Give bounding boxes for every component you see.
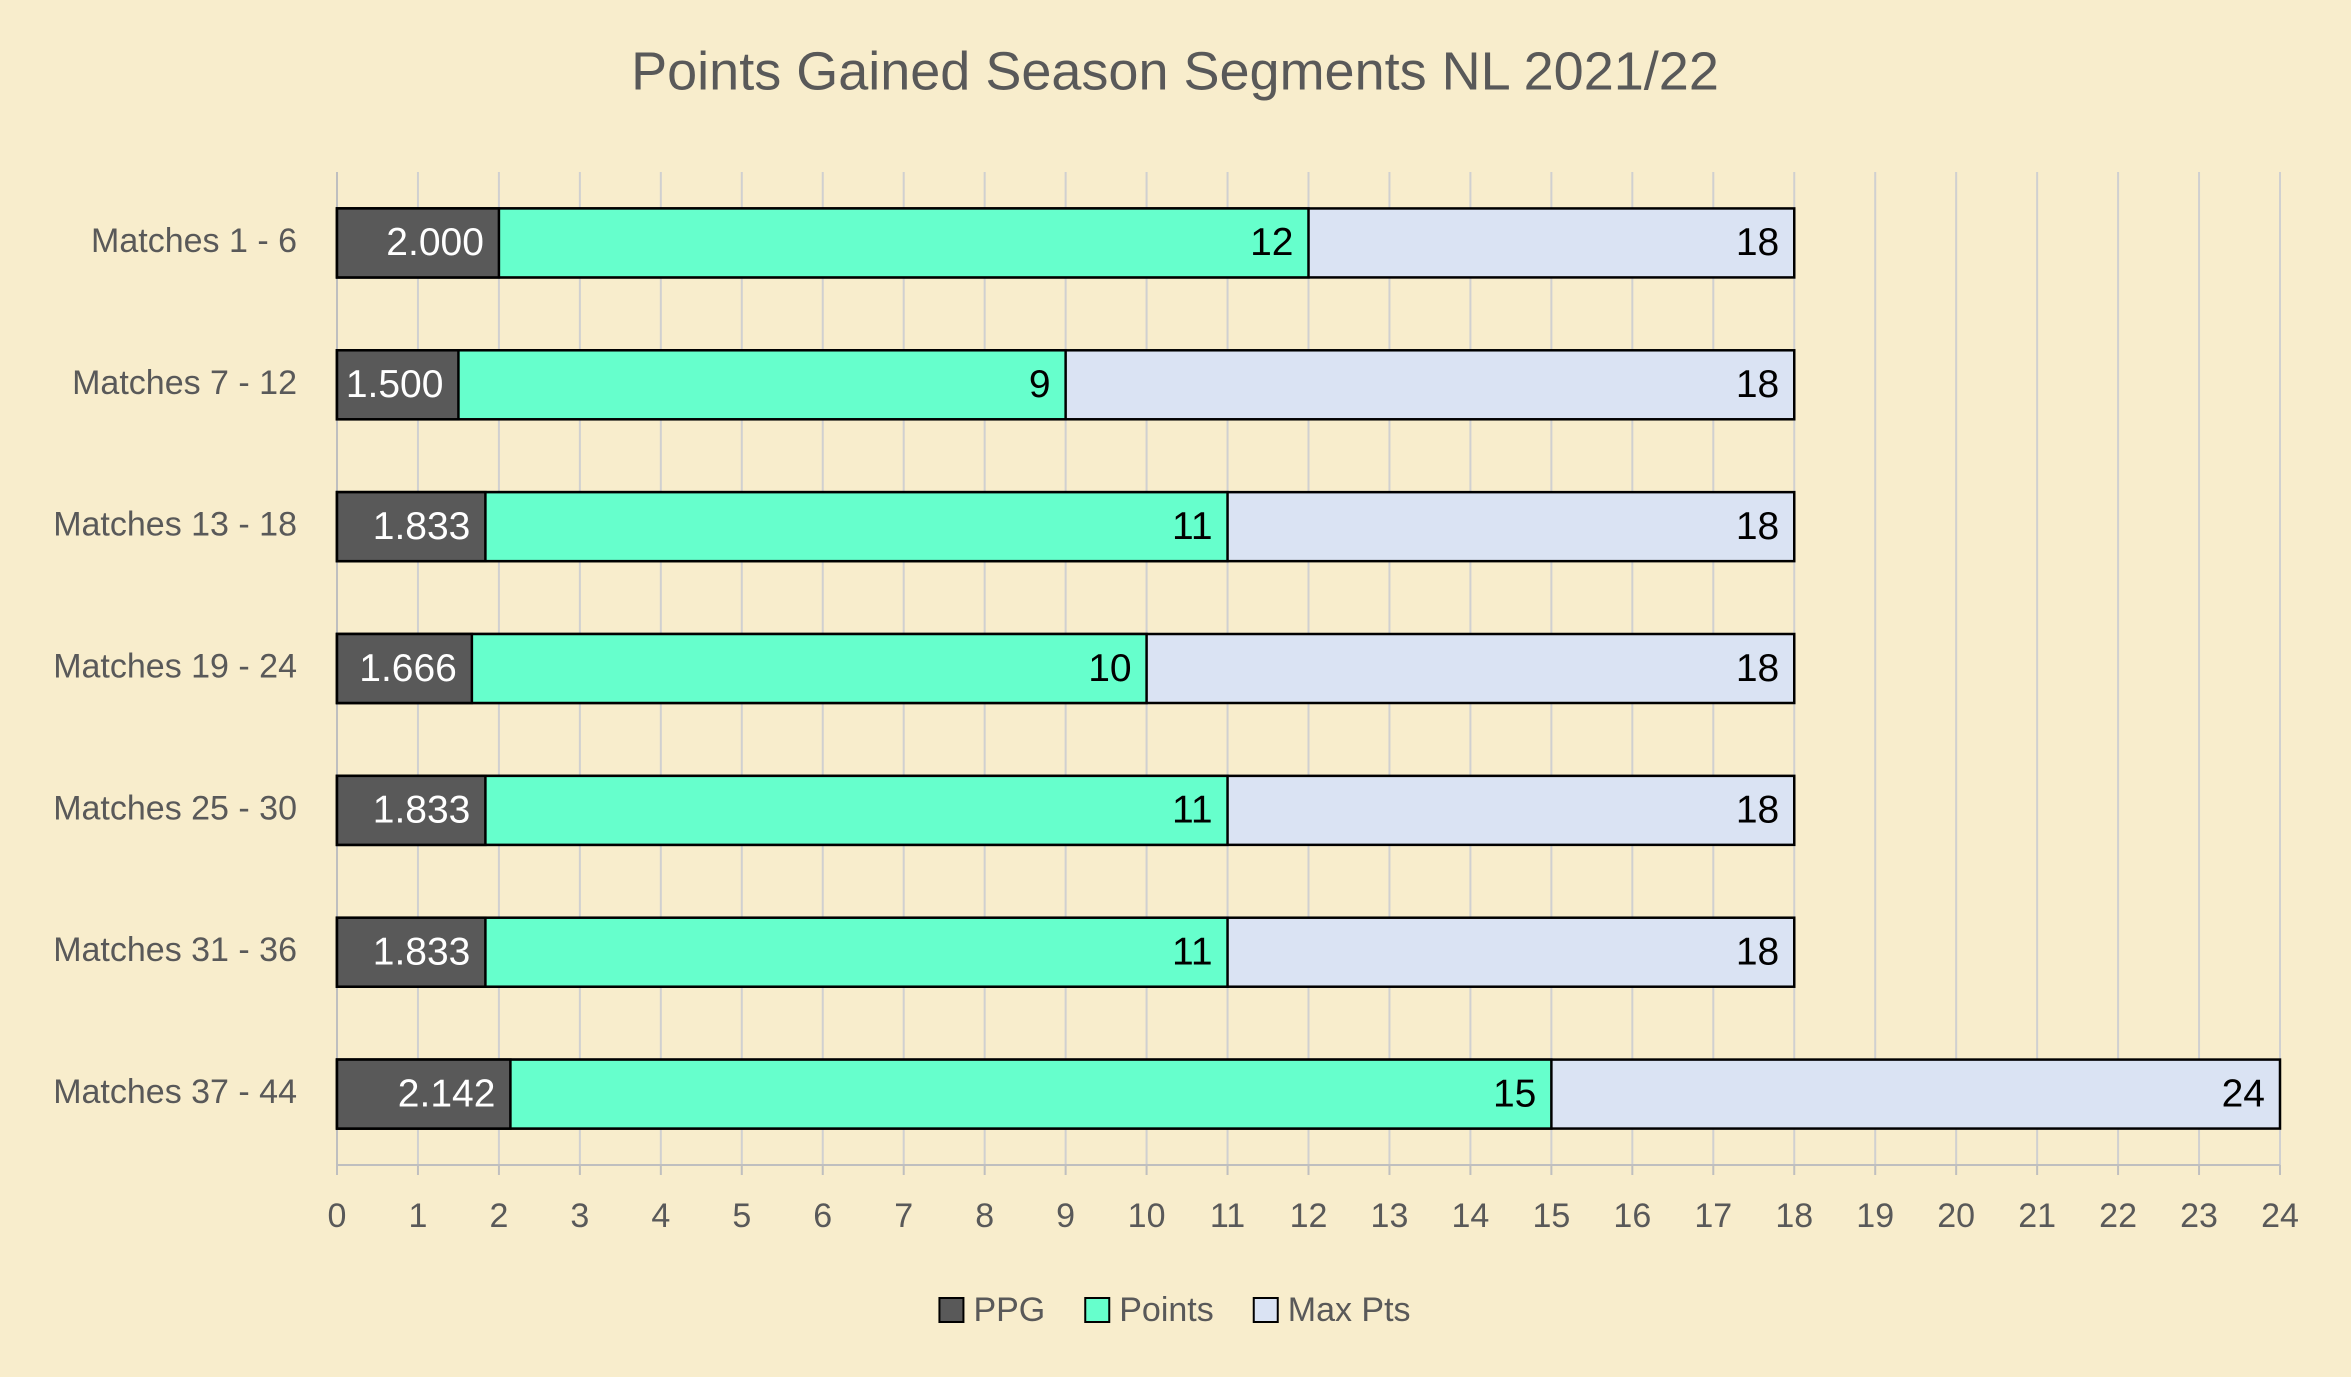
x-tick-label: 13	[1371, 1197, 1409, 1235]
data-label: 1.833	[373, 931, 471, 974]
bar	[335, 1058, 512, 1130]
data-label: 11	[1172, 789, 1213, 832]
x-tick-label: 3	[570, 1197, 589, 1235]
y-tick-label: Matches 19 - 24	[53, 647, 297, 685]
legend-label: Points	[1119, 1291, 1214, 1329]
x-tick-label: 5	[732, 1197, 751, 1235]
x-tick-label: 6	[813, 1197, 832, 1235]
x-tick-label: 7	[894, 1197, 913, 1235]
legend-label: Max Pts	[1288, 1291, 1411, 1329]
x-tick-label: 20	[1937, 1197, 1975, 1235]
x-tick-label: 4	[651, 1197, 670, 1235]
data-label: 9	[1029, 363, 1051, 406]
y-tick-label: Matches 13 - 18	[53, 506, 297, 544]
chart-title: Points Gained Season Segments NL 2021/22	[631, 41, 1719, 101]
x-tick-label: 2	[489, 1197, 508, 1235]
data-label: 18	[1736, 931, 1779, 974]
bar	[335, 349, 460, 421]
data-label: 18	[1736, 221, 1779, 264]
x-tick-label: 10	[1128, 1197, 1166, 1235]
data-label: 1.500	[346, 363, 444, 406]
data-label: 15	[1493, 1072, 1536, 1115]
data-label: 18	[1736, 647, 1779, 690]
legend-label: PPG	[973, 1291, 1045, 1329]
x-tick-label: 1	[408, 1197, 427, 1235]
bar	[335, 774, 487, 847]
data-label: 18	[1736, 505, 1779, 548]
legend-swatch	[938, 1297, 965, 1323]
x-tick-label: 19	[1856, 1197, 1894, 1235]
x-tick-label: 12	[1290, 1197, 1328, 1235]
x-tick-label: 22	[2099, 1197, 2137, 1235]
data-label: 2.000	[386, 221, 484, 264]
bar	[335, 632, 474, 705]
x-tick-label: 21	[2018, 1197, 2056, 1235]
y-tick-label: Matches 7 - 12	[72, 364, 297, 402]
y-tick-label: Matches 31 - 36	[53, 931, 297, 969]
data-label: 10	[1088, 647, 1131, 690]
bar	[335, 207, 501, 279]
data-label: 1.833	[373, 505, 471, 548]
data-label: 1.833	[373, 789, 471, 832]
data-label: 1.666	[359, 647, 457, 690]
x-tick-label: 15	[1532, 1197, 1570, 1235]
x-tick-label: 18	[1775, 1197, 1813, 1235]
data-label: 24	[2222, 1072, 2265, 1115]
bar	[335, 916, 487, 988]
x-tick-label: 17	[1694, 1197, 1732, 1235]
bar	[335, 490, 487, 563]
y-tick-label: Matches 25 - 30	[53, 789, 297, 827]
bar	[335, 1058, 1553, 1130]
x-tick-label: 8	[975, 1197, 994, 1235]
x-tick-label: 16	[1613, 1197, 1651, 1235]
data-label: 11	[1172, 931, 1213, 974]
x-tick-label: 14	[1452, 1197, 1490, 1235]
data-label: 12	[1250, 221, 1293, 264]
x-tick-label: 9	[1056, 1197, 1075, 1235]
y-tick-label: Matches 1 - 6	[91, 222, 297, 260]
x-tick-label: 11	[1210, 1197, 1245, 1235]
x-tick-label: 0	[328, 1197, 347, 1235]
data-label: 18	[1736, 789, 1779, 832]
legend-swatch	[1252, 1297, 1279, 1323]
x-tick-label: 23	[2180, 1197, 2218, 1235]
x-tick-label: 24	[2261, 1197, 2299, 1235]
data-label: 11	[1172, 505, 1213, 548]
data-label: 18	[1736, 363, 1779, 406]
y-tick-label: Matches 37 - 44	[53, 1073, 297, 1111]
legend-swatch	[1084, 1297, 1111, 1323]
data-label: 2.142	[398, 1072, 496, 1115]
